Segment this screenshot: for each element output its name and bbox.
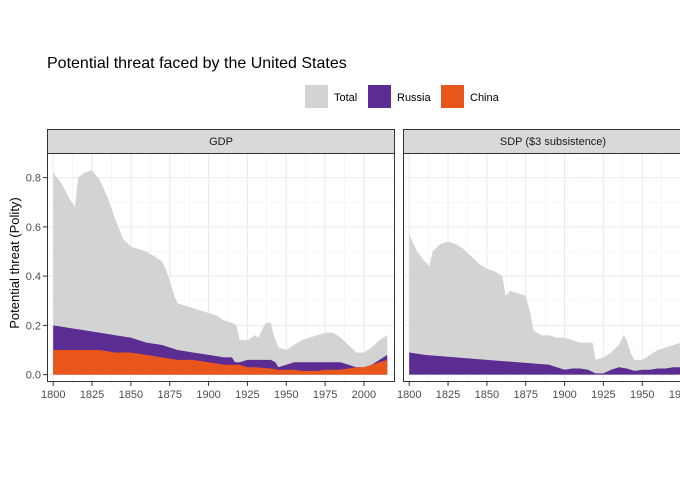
panel-strip xyxy=(403,129,680,154)
y-tick-label: 0.2 xyxy=(26,320,41,332)
legend: Total Russia China xyxy=(305,85,500,108)
area-total xyxy=(53,170,388,375)
panel-1: GDP 1800 1825 1850 1875 1900 1925 1950 1975 2000 0… xyxy=(26,129,395,401)
panel-border xyxy=(403,153,680,382)
area-russia xyxy=(409,352,680,375)
x-tick-label: 1800 xyxy=(41,389,65,401)
area-total xyxy=(409,234,680,375)
x-tick-label: 2000 xyxy=(352,389,376,401)
panel-strip-label: GDP xyxy=(209,136,233,148)
panel-strip xyxy=(47,129,395,154)
legend-key-total xyxy=(305,85,328,108)
panel-strip-label: SDP ($3 subsistence) xyxy=(500,136,606,148)
chart-title: Potential threat faced by the United Sta… xyxy=(47,55,347,72)
x-tick-label: 1825 xyxy=(436,389,460,401)
x-tick-label: 1875 xyxy=(157,389,181,401)
x-tick-label: 1800 xyxy=(397,389,421,401)
x-tick-label: 1975 xyxy=(313,389,337,401)
y-tick-label: 0.4 xyxy=(26,271,41,283)
area-series xyxy=(409,234,680,375)
legend-label-china: China xyxy=(470,92,500,104)
x-tick-label: 1950 xyxy=(630,389,654,401)
facet-panels: GDP 1800 1825 1850 1875 1900 1925 1950 1975 2000 0… xyxy=(26,129,680,401)
x-tick-label: 1925 xyxy=(591,389,615,401)
panel-2: SDP ($3 subsistence) 1800 1825 1850 1875 1900… xyxy=(397,129,680,401)
x-tick-label: 1850 xyxy=(119,389,143,401)
y-tick-label: 0.6 xyxy=(26,222,41,234)
panel-border xyxy=(47,153,395,382)
x-tick-label: 1875 xyxy=(513,389,537,401)
area-series xyxy=(53,170,388,375)
x-tick-label: 1900 xyxy=(552,389,576,401)
x-tick-label: 1950 xyxy=(274,389,298,401)
x-tick-label: 1925 xyxy=(235,389,259,401)
y-tick-label: 0.8 xyxy=(26,173,41,185)
x-tick-label: 1900 xyxy=(196,389,220,401)
x-tick-label: 1850 xyxy=(475,389,499,401)
legend-label-total: Total xyxy=(334,92,357,104)
gridlines xyxy=(403,153,680,382)
legend-key-russia xyxy=(368,85,391,108)
legend-label-russia: Russia xyxy=(397,92,432,104)
area-china xyxy=(53,349,388,375)
y-tick-label: 0.0 xyxy=(26,370,41,382)
y-axis-title: Potential threat (Polity) xyxy=(7,197,22,329)
x-tick-label: 1825 xyxy=(80,389,104,401)
legend-key-china xyxy=(441,85,464,108)
x-tick-label: 1975 xyxy=(669,389,680,401)
